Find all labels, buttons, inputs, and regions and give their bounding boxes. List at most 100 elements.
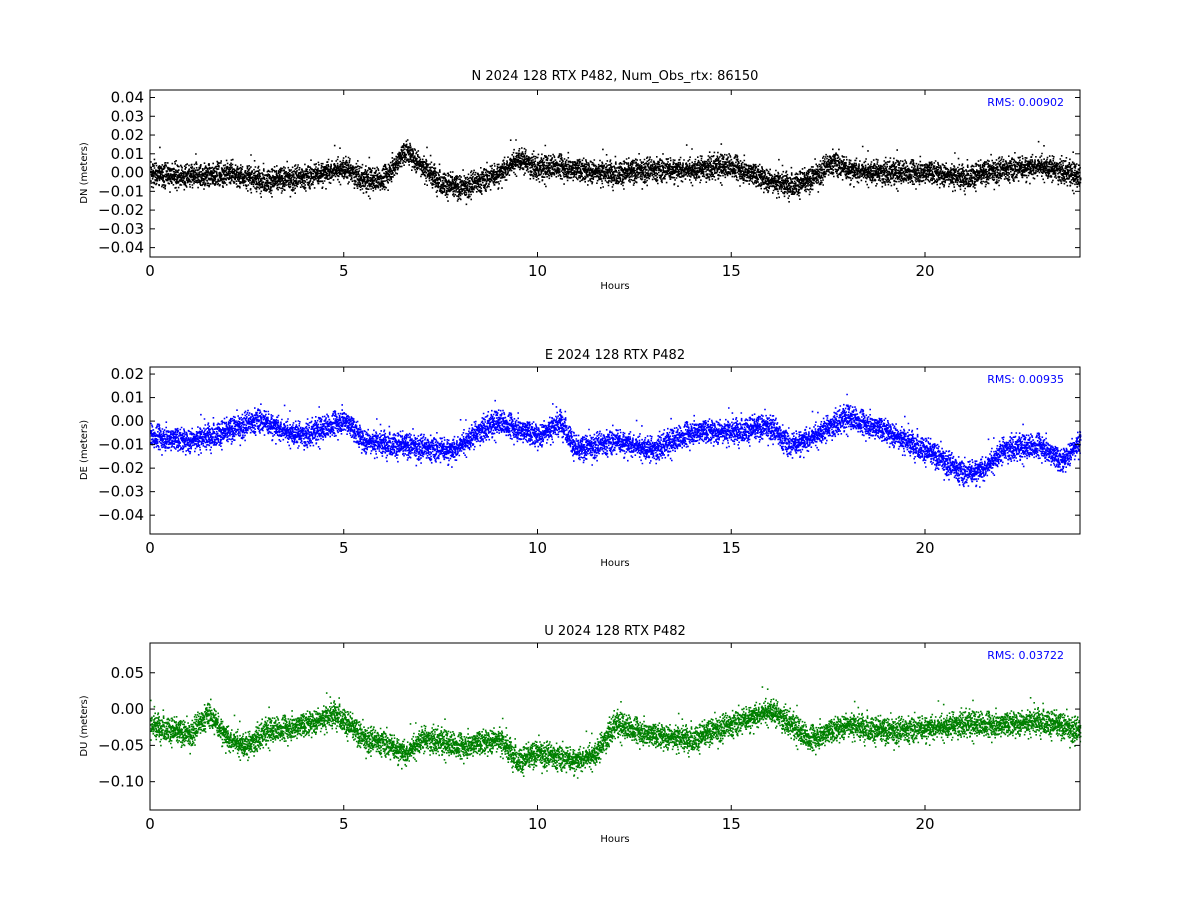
y-tick-label: 0.00 (111, 700, 144, 718)
x-tick: 5 (339, 367, 349, 557)
panel-title: U 2024 128 RTX P482 (544, 624, 686, 639)
x-tick-label: 5 (339, 539, 349, 557)
x-axis: 0 5 10 15 20 (145, 367, 935, 557)
scatter-points (150, 393, 1082, 488)
rms-annotation: RMS: 0.00935 (987, 373, 1064, 386)
x-tick: 0 (145, 367, 155, 557)
y-tick-label: 0.00 (111, 412, 144, 430)
y-tick-label: 0.00 (111, 164, 144, 182)
y-tick-label: −0.04 (98, 506, 144, 524)
x-tick: 0 (145, 643, 155, 833)
y-tick-label: 0.05 (111, 664, 144, 682)
y-tick-label: 0.01 (111, 145, 144, 163)
y-tick: −0.01 (98, 182, 1080, 200)
x-tick-label: 0 (145, 262, 155, 280)
x-tick: 10 (528, 90, 547, 280)
y-tick: 0.00 (111, 164, 1080, 182)
y-axis-label: DN (meters) (79, 142, 90, 204)
y-tick: 0.05 (111, 664, 1080, 682)
y-tick-label: −0.01 (98, 182, 144, 200)
y-tick: 0.00 (111, 700, 1080, 718)
y-tick: −0.02 (98, 201, 1080, 219)
y-tick-label: −0.03 (98, 483, 144, 501)
x-tick: 15 (722, 643, 741, 833)
data-points (150, 393, 1082, 488)
y-tick: −0.04 (98, 239, 1080, 257)
y-tick: 0.04 (111, 89, 1080, 107)
x-tick: 10 (528, 367, 547, 557)
plot-frame (149, 642, 1081, 811)
y-axis-label: DE (meters) (79, 420, 90, 480)
y-tick: −0.04 (98, 506, 1080, 524)
x-tick-label: 5 (339, 815, 349, 833)
y-tick-label: −0.02 (98, 459, 144, 477)
y-tick: 0.02 (111, 126, 1080, 144)
x-tick-label: 20 (915, 815, 934, 833)
y-tick-label: 0.01 (111, 389, 144, 407)
y-tick-label: −0.02 (98, 201, 144, 219)
rms-annotation: RMS: 0.00902 (987, 96, 1064, 109)
y-tick: −0.10 (98, 773, 1080, 791)
data-points (150, 139, 1082, 206)
x-tick-label: 15 (722, 539, 741, 557)
x-tick: 15 (722, 367, 741, 557)
x-tick-label: 15 (722, 262, 741, 280)
x-tick-label: 10 (528, 262, 547, 280)
x-axis: 0 5 10 15 20 (145, 90, 935, 280)
x-tick-label: 20 (915, 539, 934, 557)
panel-east: E 2024 128 RTX P482 −0.04 −0.03 −0.02 −0.01… (79, 348, 1082, 569)
y-tick: −0.05 (98, 736, 1080, 754)
y-tick: −0.03 (98, 483, 1080, 501)
rms-annotation: RMS: 0.03722 (987, 649, 1064, 662)
y-tick: 0.03 (111, 107, 1080, 125)
y-tick: 0.02 (111, 365, 1080, 383)
plot-frame (149, 366, 1081, 535)
y-tick: −0.03 (98, 220, 1080, 238)
x-tick: 0 (145, 90, 155, 280)
y-axis: −0.04−0.03−0.02−0.010.000.010.020.030.04 (98, 89, 1080, 257)
y-tick-label: 0.02 (111, 365, 144, 383)
y-tick-label: −0.05 (98, 736, 144, 754)
x-tick-label: 10 (528, 539, 547, 557)
y-tick: 0.00 (111, 412, 1080, 430)
x-tick: 5 (339, 643, 349, 833)
x-axis-label: Hours (600, 834, 629, 845)
plot-frame (149, 89, 1081, 258)
scatter-points (150, 139, 1082, 206)
x-axis-label: Hours (600, 558, 629, 569)
y-tick-label: 0.03 (111, 107, 144, 125)
x-tick-label: 20 (915, 262, 934, 280)
y-axis: −0.10 −0.05 0.00 0.05 (98, 664, 1080, 791)
y-tick-label: 0.04 (111, 89, 144, 107)
y-tick-label: −0.01 (98, 436, 144, 454)
x-axis-label: Hours (600, 281, 629, 292)
y-tick-label: −0.10 (98, 773, 144, 791)
x-tick-label: 0 (145, 815, 155, 833)
x-tick: 15 (722, 90, 741, 280)
y-tick-label: −0.04 (98, 239, 144, 257)
x-tick-label: 10 (528, 815, 547, 833)
x-tick: 20 (915, 90, 935, 280)
y-tick: 0.01 (111, 145, 1080, 163)
y-tick-label: −0.03 (98, 220, 144, 238)
y-tick: 0.01 (111, 389, 1080, 407)
x-tick-label: 15 (722, 815, 741, 833)
panel-title: N 2024 128 RTX P482, Num_Obs_rtx: 86150 (472, 69, 759, 84)
x-tick-label: 5 (339, 262, 349, 280)
y-tick: −0.02 (98, 459, 1080, 477)
x-tick-label: 0 (145, 539, 155, 557)
y-tick-label: 0.02 (111, 126, 144, 144)
x-tick: 5 (339, 90, 349, 280)
x-tick: 10 (528, 643, 547, 833)
y-axis: −0.04 −0.03 −0.02 −0.01 0.00 0.01 0.02 (98, 365, 1080, 524)
panel-title: E 2024 128 RTX P482 (545, 348, 685, 363)
panel-up: U 2024 128 RTX P482 −0.10 −0.05 0.00 0.05 0… (79, 624, 1082, 845)
data-points (150, 686, 1082, 779)
panel-north: N 2024 128 RTX P482, Num_Obs_rtx: 86150 … (79, 69, 1082, 292)
scatter-points (150, 686, 1082, 779)
y-axis-label: DU (meters) (79, 695, 90, 756)
x-tick: 20 (915, 367, 935, 557)
x-tick: 20 (915, 643, 935, 833)
x-axis: 0 5 10 15 20 (145, 643, 935, 833)
